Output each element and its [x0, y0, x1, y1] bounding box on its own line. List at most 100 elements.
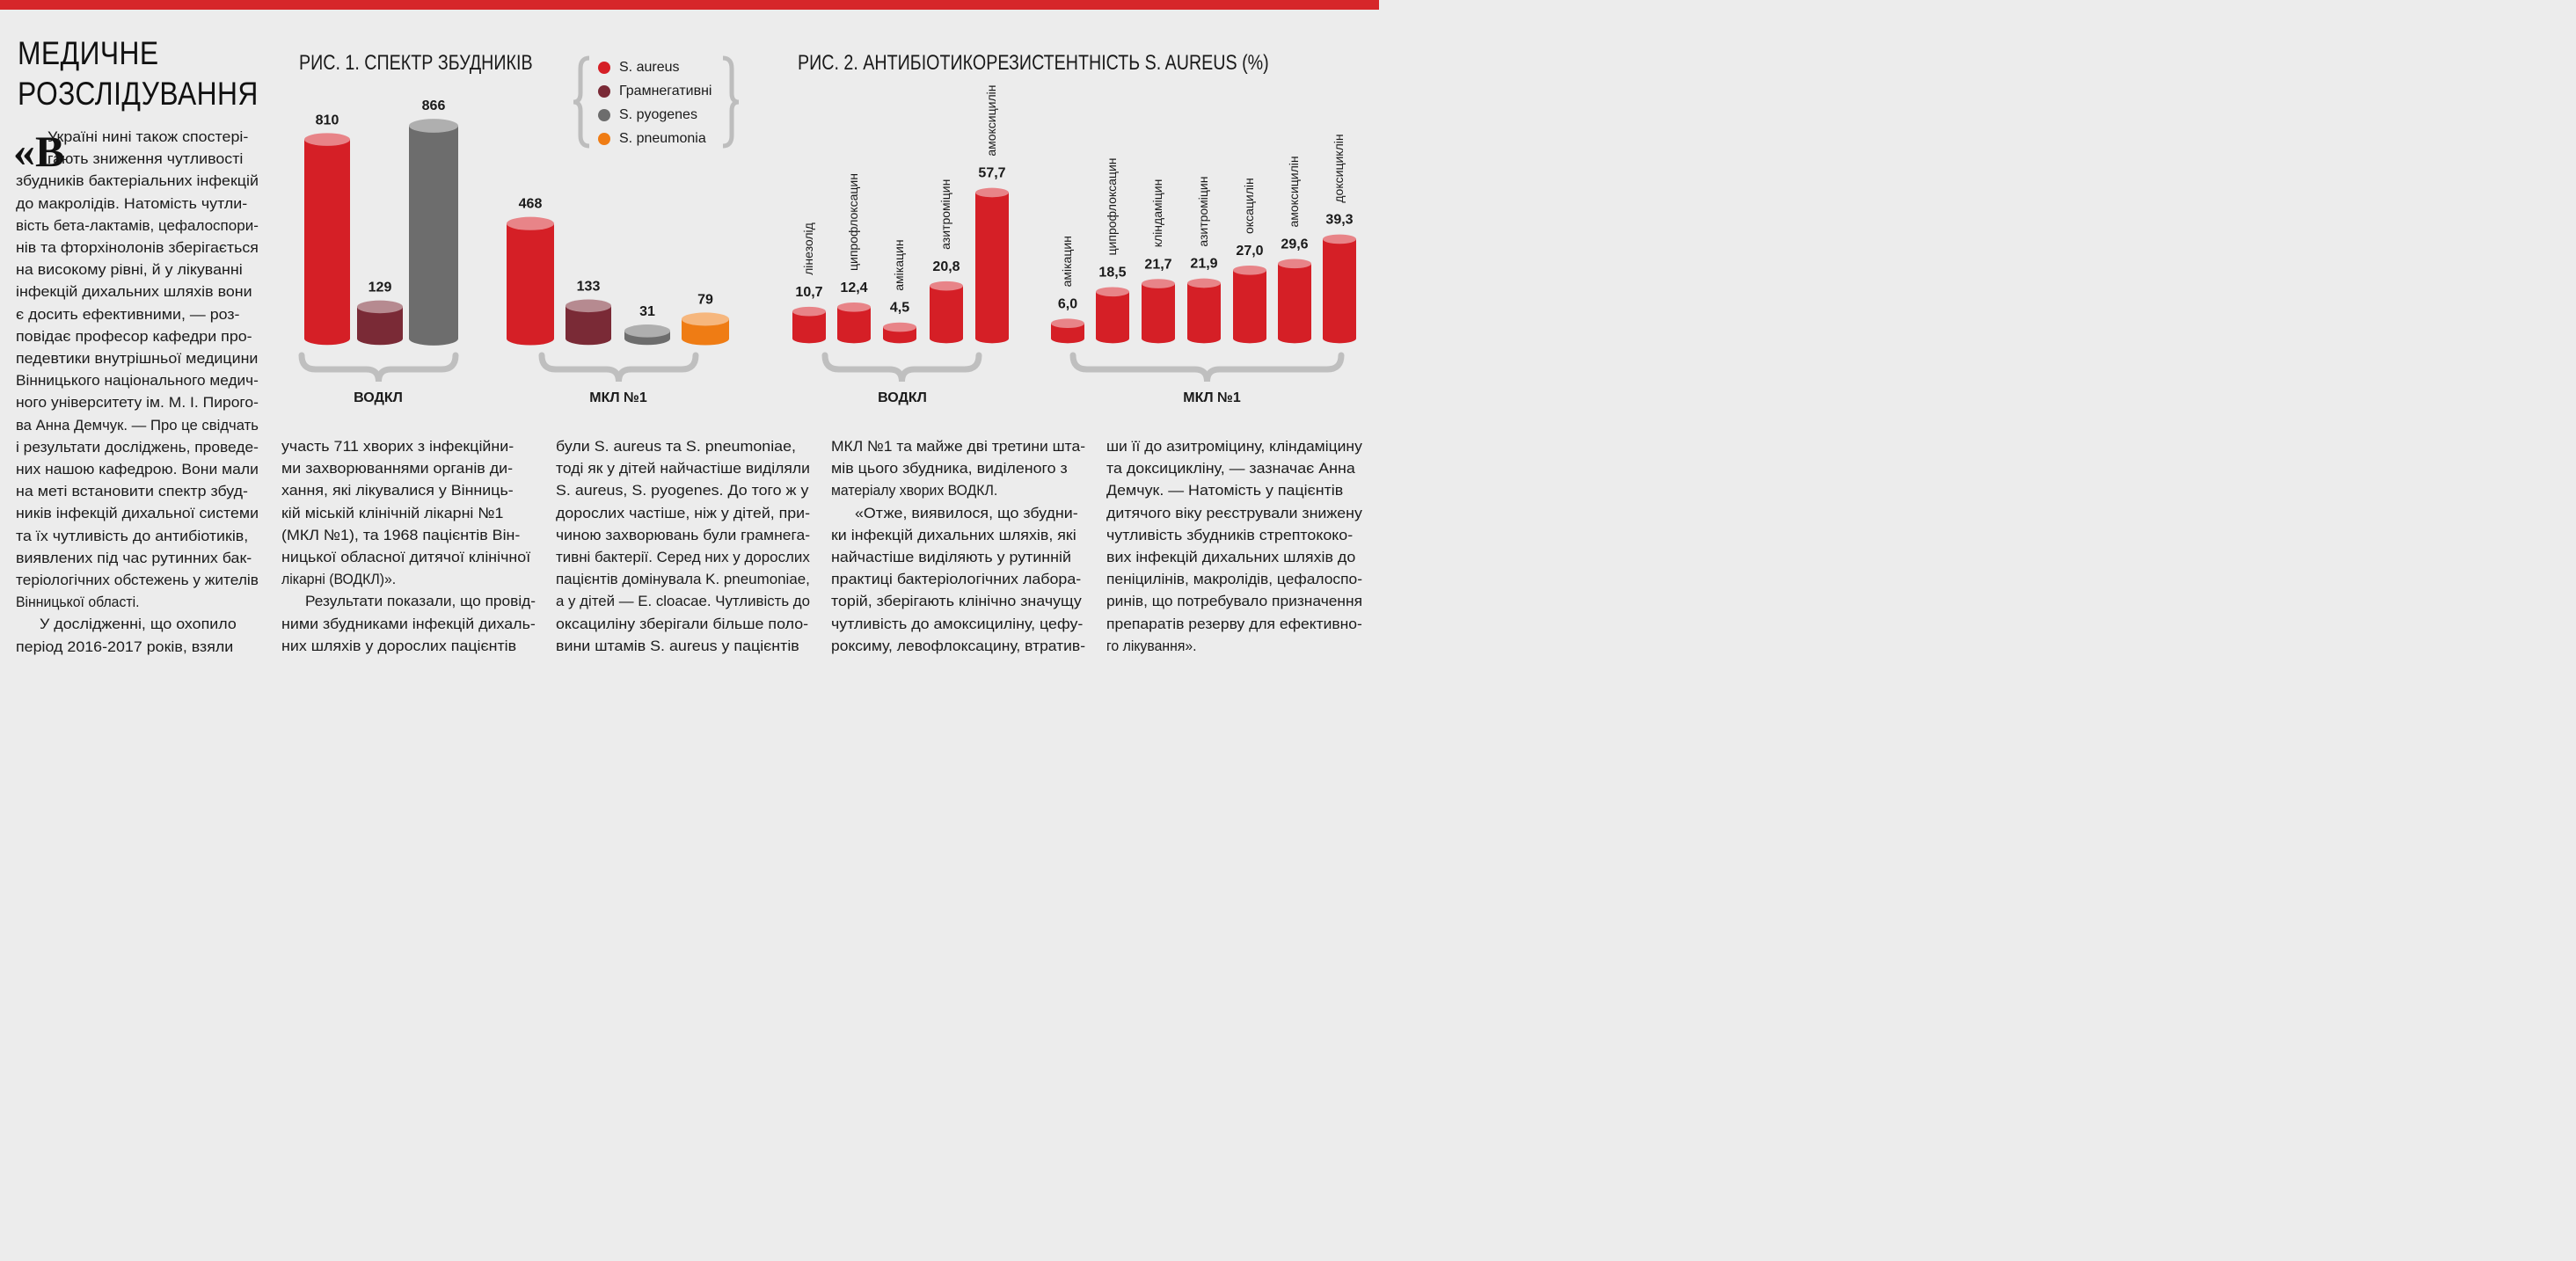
text-line: чутливість до амоксициліну, цефу- — [831, 615, 1084, 632]
legend-label: S. pyogenes — [619, 107, 697, 122]
text-line: препаратів резерву для ефективно- — [1106, 615, 1362, 632]
text-line: оксациліну зберігали більше поло- — [556, 615, 809, 632]
text-line: на меті встановити спектр збуд- — [16, 483, 249, 500]
text-line: S. aureus, S. pyogenes. До того ж у — [556, 482, 809, 499]
fig2-category-label: амоксицилін — [1287, 156, 1301, 227]
text-line: вість бета-лактамів, цефалоспори- — [16, 216, 259, 234]
fig1-group-label: МКЛ №1 — [589, 390, 647, 405]
fig2-category-label: ципрофлоксацин — [846, 173, 860, 271]
text-line: ного університету ім. М. І. Пирого- — [16, 394, 259, 412]
text-line: на високому рівні, й у лікуванні — [16, 261, 243, 279]
text-column-2: участь 711 хворих з інфекційни-ми захвор… — [281, 435, 536, 657]
fig2-category-label: азитроміцин — [1196, 177, 1210, 247]
fig2-bar-value-label: 21,7 — [1144, 257, 1171, 272]
fig2-bar-value-label: 20,8 — [932, 259, 960, 274]
legend-swatch — [598, 133, 610, 145]
fig1-bar-top — [507, 216, 554, 230]
text-line: нів та фторхінолонів зберігається — [16, 239, 259, 257]
text-line: Результати показали, що провід- — [305, 593, 536, 610]
fig2-bar-value-label: 4,5 — [890, 301, 909, 316]
text-line: ми захворюваннями органів ди- — [281, 460, 514, 477]
top-accent-bar — [0, 0, 1379, 10]
text-line: тивні бактерії. Серед них у дорослих — [556, 549, 810, 566]
section-title-line-1: МЕДИЧНЕ — [18, 35, 159, 71]
text-column-3: були S. aureus та S. pneumoniae, тоді як … — [556, 435, 810, 657]
fig1-bar — [566, 305, 611, 346]
fig2-bar-value-label: 6,0 — [1058, 296, 1077, 311]
text-line: них нашою кафедрою. Вони мали — [16, 461, 259, 478]
fig2-category-label: кліндаміцин — [1150, 179, 1164, 248]
text-line: теріологічних обстежень у жителів — [16, 572, 259, 589]
fig1-bar — [357, 306, 403, 346]
fig2-bar — [1142, 283, 1175, 344]
text-line: Україні нині також спостері- — [47, 128, 249, 145]
fig1-bar-top — [566, 299, 611, 313]
text-line: хання, які лікувалися у Вінниць- — [281, 482, 514, 499]
fig1-brace-mkl — [538, 352, 699, 383]
text-line: чутливість збудників стрептококо- — [1106, 526, 1354, 543]
text-line: роксиму, левофлоксацину, втратив- — [831, 637, 1086, 654]
text-line: мів цього збудника, виділеного з — [831, 460, 1068, 477]
fig2-category-label: амоксицилін — [984, 85, 998, 157]
fig2-bar-top — [1096, 287, 1129, 297]
fig1-bar-value-label: 468 — [519, 197, 543, 212]
text-line: тоді як у дітей найчастіше виділяли — [556, 460, 810, 477]
text-line: до макролідів. Натомість чутли- — [16, 194, 248, 212]
text-line: матеріалу хворих ВОДКЛ. — [831, 482, 998, 499]
legend-label: S. aureus — [619, 60, 680, 75]
fig2-bar — [1096, 291, 1129, 344]
fig2-bar-top — [837, 302, 871, 312]
fig2-bar-value-label: 27,0 — [1236, 244, 1263, 259]
text-line: (МКЛ №1), та 1968 пацієнтів Він- — [281, 526, 521, 543]
fig2-bar-top — [883, 322, 916, 332]
legend-item-s-pyogenes: S. pyogenes — [598, 106, 697, 125]
text-line: торій, зберігають клінічно значущу — [831, 593, 1082, 610]
fig2-bar-value-label: 18,5 — [1098, 265, 1126, 280]
text-line: інфекцій дихальних шляхів вони — [16, 283, 252, 301]
text-line: ними збудниками інфекцій дихаль- — [281, 615, 536, 632]
fig2-category-label: оксацилін — [1242, 178, 1256, 234]
fig2-bar — [1278, 263, 1311, 344]
fig2-bar — [930, 286, 963, 344]
fig2-bar-top — [792, 306, 826, 317]
legend-braces — [573, 55, 740, 149]
section-title-line-2: РОЗСЛІДУВАННЯ — [18, 76, 259, 112]
text-line: ринів, що потребувало призначення — [1106, 593, 1363, 610]
legend-swatch — [598, 85, 610, 98]
fig2-category-label: доксициклін — [1332, 134, 1346, 202]
fig1-bar-value-label: 79 — [697, 292, 713, 307]
fig2-category-label: амікацин — [892, 239, 906, 290]
fig2-bar-top — [1187, 278, 1221, 288]
text-line: кій міській клінічній лікарні №1 — [281, 504, 504, 521]
fig1-title: РИС. 1. СПЕКТР ЗБУДНИКІВ — [299, 51, 533, 75]
legend-swatch — [598, 109, 610, 121]
text-line: МКЛ №1 та майже дві третини шта- — [831, 438, 1086, 455]
text-column-5: ши її до азитроміцину, кліндаміцину та до… — [1106, 435, 1362, 657]
dropcap-quote: «В — [13, 127, 65, 176]
text-column-4: МКЛ №1 та майже дві третини шта-мів цьог… — [831, 435, 1085, 657]
text-column-1: Україні нині також спостері-гають знижен… — [16, 126, 259, 658]
text-line: лікарні (ВОДКЛ)». — [281, 571, 397, 588]
fig2-bar-top — [975, 187, 1009, 198]
fig2-brace-mkl — [1069, 352, 1345, 383]
fig2-bar-top — [930, 281, 963, 291]
fig2-group-label: ВОДКЛ — [878, 390, 927, 405]
text-line: та їх чутливість до антибіотиків, — [16, 527, 249, 544]
legend-item-s-pneumonia: S. pneumonia — [598, 129, 706, 149]
fig2-bar-value-label: 10,7 — [795, 285, 822, 300]
fig1-group-label: ВОДКЛ — [354, 390, 403, 405]
text-line: гають зниження чутливості — [47, 150, 244, 168]
text-line: були S. aureus та S. pneumoniae, — [556, 438, 796, 455]
text-line: них шляхів у дорослих пацієнтів — [281, 637, 517, 654]
text-line: ників інфекцій дихальної системи — [16, 505, 259, 522]
section-title: МЕДИЧНЕ РОЗСЛІДУВАННЯ — [18, 33, 259, 114]
legend-label: Грамнегативні — [619, 84, 712, 98]
fig1-bar-value-label: 866 — [422, 98, 446, 113]
text-line: виявлених під час рутинних бак- — [16, 549, 252, 566]
fig2-bar — [1233, 270, 1266, 344]
text-line: вини штамів S. aureus у пацієнтів — [556, 637, 799, 654]
legend-item-s-aureus: S. aureus — [598, 58, 679, 77]
fig1-legend: S. aureus Грамнегативні S. pyogenes S. p… — [572, 55, 743, 149]
fig1-brace-vodkl — [298, 352, 459, 383]
fig1-bar-top — [624, 324, 670, 338]
